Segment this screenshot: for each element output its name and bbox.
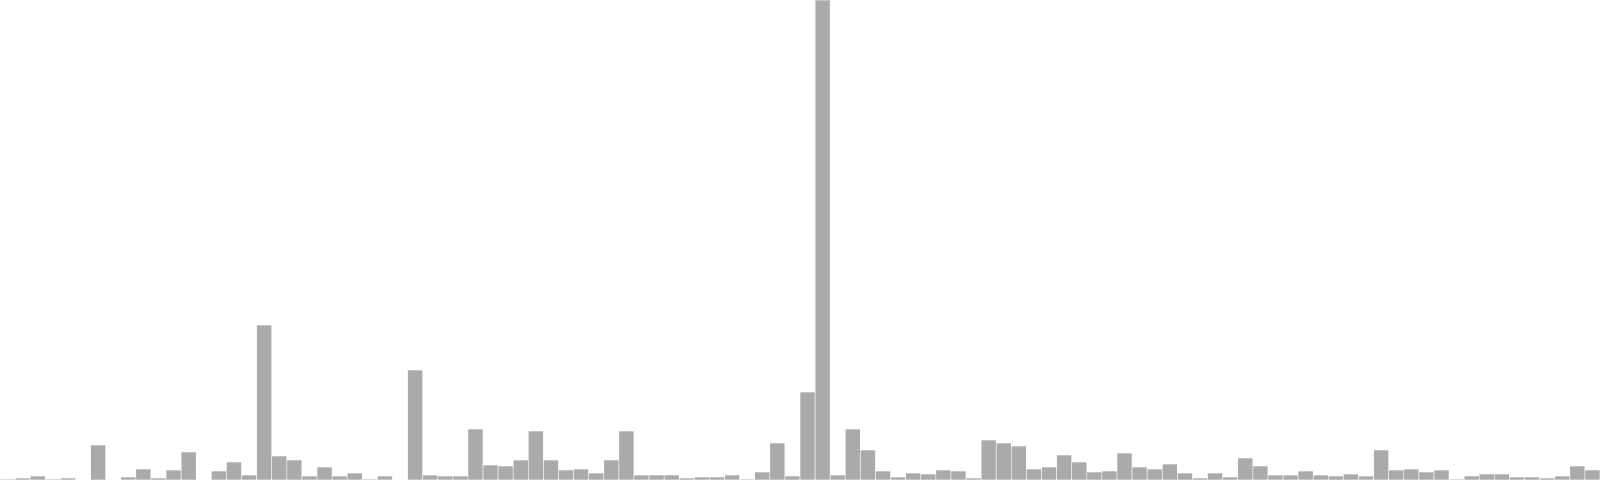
bar [301, 475, 318, 480]
bar [1388, 469, 1405, 480]
bar [633, 474, 650, 480]
bar [1267, 474, 1284, 480]
bar [1494, 473, 1510, 480]
bar [663, 474, 680, 480]
bar [512, 459, 529, 480]
bar [995, 442, 1012, 480]
bar [135, 468, 152, 480]
bar [29, 475, 46, 480]
bar [618, 430, 635, 480]
bar [1116, 452, 1133, 480]
bar [1358, 475, 1374, 480]
bar [271, 455, 288, 480]
bar [256, 324, 272, 480]
bar [754, 471, 771, 480]
bar [1071, 461, 1088, 480]
bar [467, 428, 484, 480]
bar [527, 430, 544, 480]
bar [437, 475, 454, 480]
bar [211, 470, 227, 480]
bar [60, 477, 76, 480]
bar [1554, 475, 1571, 480]
bar [875, 470, 891, 480]
bar [1207, 472, 1223, 480]
bar [1056, 454, 1072, 480]
bar [860, 449, 876, 480]
bar [1101, 470, 1118, 480]
bar [1418, 471, 1435, 480]
bar [1569, 465, 1586, 480]
bar [377, 475, 393, 480]
bar [769, 442, 786, 480]
bar [573, 468, 589, 480]
bar [724, 474, 740, 480]
bar [452, 475, 469, 480]
bar [1237, 457, 1254, 480]
bar [346, 472, 363, 480]
bar [1584, 469, 1600, 480]
bar [1026, 468, 1042, 480]
bar [588, 472, 605, 480]
bar [558, 469, 574, 480]
bar [1478, 473, 1495, 480]
bar [950, 470, 967, 480]
bar [422, 474, 439, 480]
bar [905, 472, 922, 480]
bar [497, 465, 514, 480]
bar [829, 474, 846, 480]
bar [1282, 474, 1299, 480]
bar [1146, 468, 1163, 480]
bar [165, 469, 182, 480]
bar [1041, 466, 1057, 480]
bar [1161, 463, 1178, 480]
bar [1011, 445, 1027, 480]
bar [180, 451, 197, 480]
bar [286, 459, 303, 480]
bar [482, 464, 499, 480]
bar [1328, 475, 1344, 480]
bar [1297, 470, 1314, 480]
bar [90, 444, 106, 480]
bar [1177, 472, 1193, 480]
bar [1312, 474, 1329, 480]
bar [1343, 473, 1359, 480]
bar [316, 466, 333, 480]
bar [784, 475, 801, 480]
bar [1463, 475, 1480, 480]
bar [1086, 471, 1103, 480]
bar [226, 461, 242, 480]
bar [603, 459, 620, 480]
bar [1373, 449, 1389, 480]
bar [543, 459, 559, 480]
bar [1403, 468, 1420, 480]
bar [799, 391, 816, 480]
bar [241, 474, 257, 480]
bar [920, 473, 937, 480]
bar [1433, 469, 1450, 480]
bar [844, 428, 861, 480]
bar [1252, 465, 1269, 480]
bar [980, 439, 997, 480]
bar [407, 369, 423, 480]
bar [814, 0, 831, 480]
bar [935, 469, 952, 480]
bar [1131, 466, 1148, 480]
bar [331, 475, 348, 480]
bar [648, 474, 665, 480]
